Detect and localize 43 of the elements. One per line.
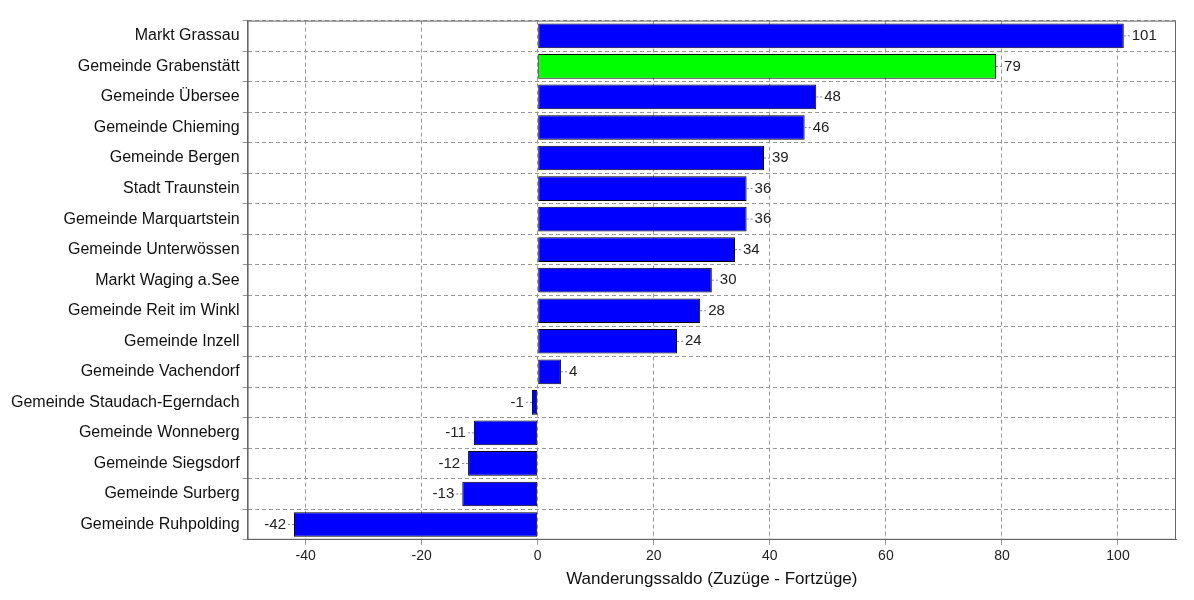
data-label: 28 (708, 300, 725, 318)
y-tick-label: Gemeinde Staudach-Egerndach (11, 392, 240, 410)
x-tick-label: -20 (411, 547, 432, 564)
y-tick-label: Gemeinde Unterwössen (67, 240, 240, 258)
y-tick-label: Gemeinde Grabenstätt (77, 56, 241, 74)
data-label: -42 (264, 514, 287, 532)
data-label: 34 (743, 239, 760, 257)
data-label: 4 (568, 361, 578, 379)
data-label: 46 (812, 117, 830, 135)
x-tick-label: 80 (994, 547, 1010, 564)
y-tick-label: Gemeinde Wonneberg (78, 423, 240, 441)
data-label: 48 (824, 87, 841, 105)
y-tick-label: Gemeinde Übersee (100, 87, 240, 105)
data-label: -13 (432, 484, 455, 502)
data-label: 39 (772, 148, 789, 166)
y-tick-label: Stadt Traunstein (123, 178, 240, 196)
data-label: -12 (438, 453, 461, 471)
y-tick-label: Gemeinde Siegsdorf (93, 453, 241, 471)
data-label: 79 (1004, 56, 1021, 74)
data-label: 30 (719, 270, 737, 288)
x-tick-label: 60 (878, 547, 894, 564)
y-tick-label: Gemeinde Surberg (104, 484, 240, 502)
x-tick-label: 0 (533, 547, 542, 564)
x-axis-title: Wanderungssaldo (Zuzüge - Fortzüge) (566, 569, 858, 589)
x-tick-label: -40 (295, 547, 316, 564)
y-tick-label: Markt Grassau (134, 26, 240, 44)
x-tick-label: 40 (762, 547, 778, 564)
y-tick-label: Gemeinde Ruhpolding (80, 514, 240, 532)
y-tick-label: Gemeinde Reit im Winkl (67, 301, 240, 319)
y-tick-label: Gemeinde Bergen (109, 148, 240, 166)
y-tick-label: Gemeinde Chieming (93, 117, 240, 135)
x-tick-label: 20 (645, 547, 662, 564)
data-label: -11 (445, 423, 466, 441)
y-tick-label: Markt Waging a.See (95, 270, 240, 288)
data-label: 101 (1131, 26, 1157, 44)
y-tick-label: Gemeinde Vachendorf (80, 362, 241, 380)
y-tick-label: Gemeinde Inzell (123, 331, 240, 349)
data-label: -1 (510, 392, 524, 410)
data-label: 36 (754, 209, 772, 227)
y-tick-label: Gemeinde Marquartstein (63, 209, 240, 227)
data-label: 24 (684, 331, 702, 349)
x-tick-label: 100 (1106, 547, 1130, 564)
data-label: 36 (754, 178, 772, 196)
